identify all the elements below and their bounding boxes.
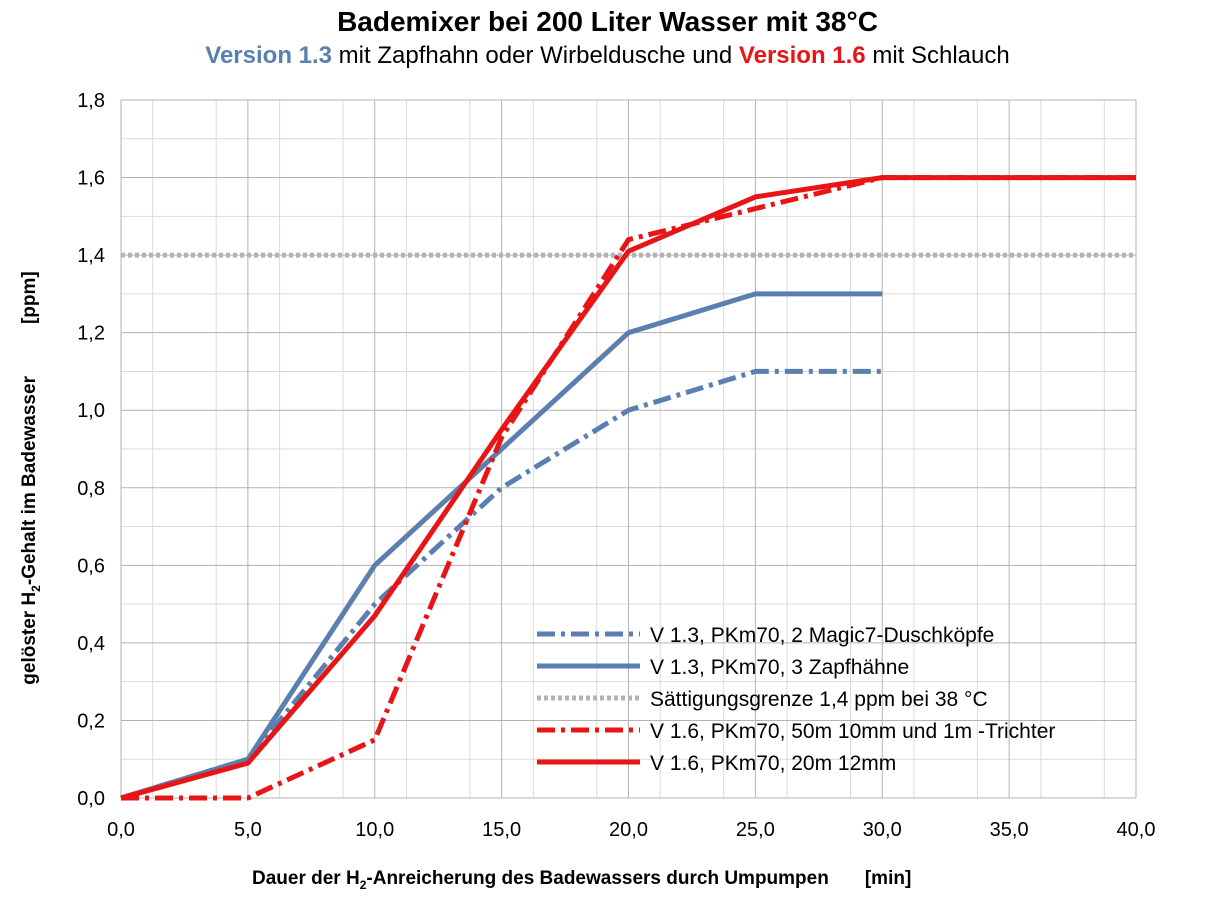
- y-tick-label: 0,2: [77, 710, 105, 732]
- y-tick-label: 1,4: [77, 245, 105, 267]
- y-tick-label: 0,4: [77, 633, 105, 655]
- series-line-4: [120, 175, 1136, 801]
- chart-series: [120, 175, 1136, 801]
- x-axis-unit: [min]: [864, 868, 912, 889]
- series-line-1: [120, 291, 883, 801]
- series-line-0: [120, 368, 883, 801]
- legend-label-0: V 1.3, PKm70, 2 Magic7-Duschköpfe: [650, 624, 994, 647]
- y-tick-label: 1,2: [77, 323, 105, 345]
- subtitle-version-1-3: Version 1.3: [205, 42, 333, 69]
- x-tick-label: 20,0: [609, 819, 648, 841]
- x-tick-label: 40,0: [1117, 819, 1156, 841]
- legend-label-1: V 1.3, PKm70, 3 Zapfhähne: [650, 656, 909, 679]
- x-tick-label: 30,0: [863, 819, 902, 841]
- x-tick-label: 25,0: [736, 819, 775, 841]
- y-tick-label: 0,8: [77, 478, 105, 500]
- subtitle-text-end: mit Schlauch: [865, 42, 1010, 69]
- subtitle-text-middle: mit Zapfhahn oder Wirbeldusche und: [332, 42, 739, 69]
- chart-subtitle: Version 1.3 mit Zapfhahn oder Wirbeldusc…: [0, 42, 1215, 70]
- y-tick-label: 0,0: [77, 788, 105, 810]
- x-tick-label: 5,0: [234, 819, 262, 841]
- y-tick-label: 1,6: [77, 168, 105, 190]
- x-tick-label: 35,0: [990, 819, 1029, 841]
- legend-label-3: V 1.6, PKm70, 50m 10mm und 1m -Trichter: [650, 720, 1055, 743]
- legend-label-4: V 1.6, PKm70, 20m 12mm: [650, 752, 896, 775]
- subtitle-version-1-6: Version 1.6: [738, 42, 866, 69]
- chart-title: Bademixer bei 200 Liter Wasser mit 38°C: [337, 6, 878, 37]
- y-tick-label: 1,8: [77, 90, 105, 112]
- x-tick-label: 0,0: [107, 819, 135, 841]
- x-tick-label: 15,0: [482, 819, 521, 841]
- chart-grid: [120, 99, 1137, 799]
- legend-label-2: Sättigungsgrenze 1,4 ppm bei 38 °C: [650, 688, 988, 711]
- y-tick-label: 0,6: [77, 555, 105, 577]
- x-axis-label: Dauer der H2-Anreicherung des Badewasser…: [252, 868, 912, 892]
- x-tick-label: 10,0: [355, 819, 394, 841]
- chart-tick-labels: 0,0 5,0 10,0 15,0 20,0 25,0 30,0 35,0 40,0 0,0 0,2…: [77, 90, 1155, 841]
- chart-axes: [120, 100, 1136, 799]
- chart-legend: V 1.3, PKm70, 2 Magic7-Duschköpfe V 1.3, …: [537, 624, 1055, 775]
- y-tick-label: 1,0: [77, 400, 105, 422]
